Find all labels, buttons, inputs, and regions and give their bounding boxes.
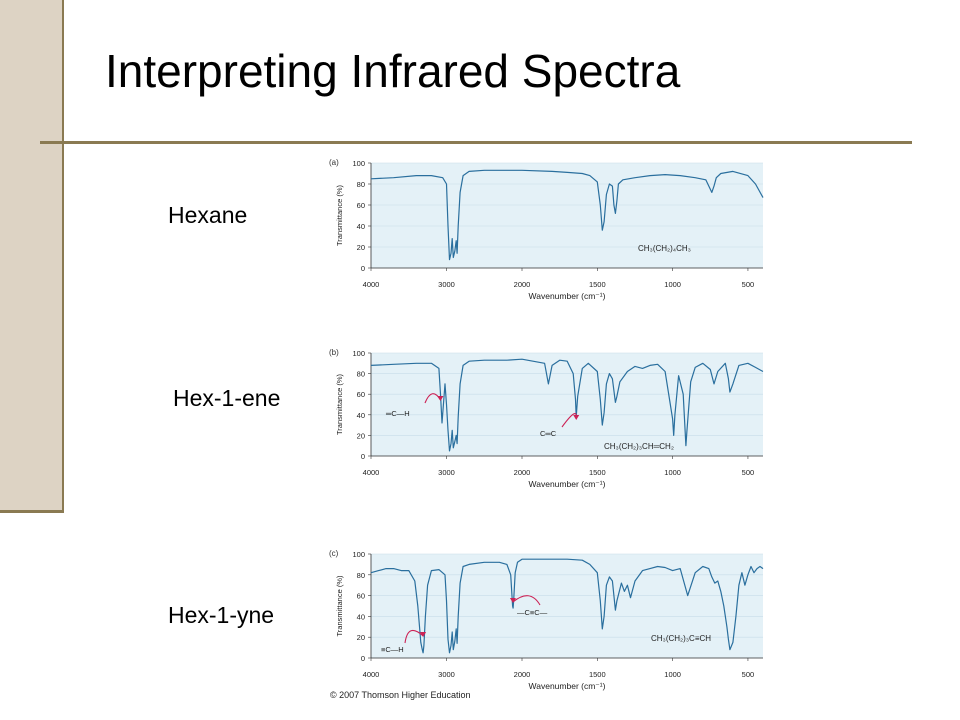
panel-1-panel-label: (a) — [329, 158, 339, 167]
panel-2-y-tick-label: 40 — [357, 411, 365, 420]
panel-3-x-tick-label: 1000 — [664, 670, 681, 679]
panel-1-y-tick-label: 20 — [357, 243, 365, 252]
panel-3-y-tick-label: 0 — [361, 654, 365, 663]
panel-1-x-tick-label: 500 — [742, 280, 755, 289]
panel-3-panel-label: (c) — [329, 549, 339, 558]
panel-2-x-tick-label: 1500 — [589, 468, 606, 477]
panel-3-y-axis-title: Transmittance (%) — [335, 575, 344, 636]
panel-2-y-tick-label: 80 — [357, 370, 365, 379]
panel-1-plot-area — [371, 163, 763, 268]
arrow-c-triple-c — [512, 595, 541, 606]
title-divider — [40, 141, 912, 144]
panel-1-x-tick-label: 1000 — [664, 280, 681, 289]
structure-c-triple-c: —C≡C— — [517, 608, 548, 617]
arrow-alkyne-c-h — [404, 629, 424, 644]
panel-2-panel-label: (b) — [329, 348, 339, 357]
panel-1-y-tick-label: 100 — [352, 159, 365, 168]
panel-2-plot-area — [371, 353, 763, 456]
left-accent-rule — [0, 510, 64, 513]
panel-3-y-tick-label: 20 — [357, 633, 365, 642]
panel-1-y-tick-label: 80 — [357, 180, 365, 189]
panel-2-y-axis-title: Transmittance (%) — [335, 374, 344, 435]
panel-3-y-tick-label: 40 — [357, 612, 365, 621]
panel-1-y-axis-title: Transmittance (%) — [335, 185, 344, 246]
panel-2-x-tick-label: 1000 — [664, 468, 681, 477]
left-accent-band — [0, 0, 62, 512]
panel-3-y-tick-label: 60 — [357, 592, 365, 601]
panel-3-x-tick-label: 2000 — [514, 670, 531, 679]
panel-1-y-tick-label: 60 — [357, 201, 365, 210]
panel-3-x-tick-label: 500 — [742, 670, 755, 679]
panel-2-x-tick-label: 500 — [742, 468, 755, 477]
compound-label-hexane: Hexane — [168, 202, 248, 228]
structure-vinyl-c-h: ═C—H — [385, 409, 410, 418]
panel-2-x-tick-label: 2000 — [514, 468, 531, 477]
copyright-notice: © 2007 Thomson Higher Education — [330, 690, 471, 700]
panel-2-y-tick-label: 0 — [361, 452, 365, 461]
panel-1-x-tick-label: 3000 — [438, 280, 455, 289]
panel-3-x-tick-label: 4000 — [363, 670, 380, 679]
panel-2-y-tick-label: 20 — [357, 431, 365, 440]
left-accent-edge — [62, 0, 64, 513]
panel-3-y-tick-label: 80 — [357, 571, 365, 580]
structure-c-double-c: C═C — [540, 429, 557, 438]
panel-1-spectrum-trace — [370, 169, 764, 261]
panel-3-spectrum-trace — [370, 558, 764, 654]
arrowhead-c-double-c — [573, 415, 580, 420]
arrowhead-alkyne-c-h — [420, 632, 427, 637]
panel-1-x-tick-label: 4000 — [363, 280, 380, 289]
panel-3-x-tick-label: 1500 — [589, 670, 606, 679]
panel-1-x-tick-label: 2000 — [514, 280, 531, 289]
compound-label-hexyne: Hex-1-yne — [168, 602, 275, 628]
panel-1-y-tick-label: 0 — [361, 264, 365, 273]
panel-1-x-tick-label: 1500 — [589, 280, 606, 289]
panel-1-formula: CH₃(CH₂)₄CH₃ — [638, 244, 691, 253]
slide-title: Interpreting Infrared Spectra — [105, 45, 681, 97]
panel-2-formula: CH₃(CH₂)₃CH═CH₂ — [604, 442, 674, 451]
panel-2-x-tick-label: 4000 — [363, 468, 380, 477]
panel-2-y-tick-label: 100 — [352, 349, 365, 358]
panel-2-y-tick-label: 60 — [357, 390, 365, 399]
structure-alkyne-c-h: ≡C—H — [381, 645, 404, 654]
compound-label-hexene: Hex-1-ene — [173, 385, 281, 411]
panel-2-x-axis-title: Wavenumber (cm⁻¹) — [529, 479, 606, 489]
panel-2-spectrum-trace — [370, 358, 764, 452]
arrowhead-c-triple-c — [509, 598, 516, 603]
panel-1-x-axis-title: Wavenumber (cm⁻¹) — [529, 291, 606, 301]
panel-3-x-axis-title: Wavenumber (cm⁻¹) — [529, 681, 606, 691]
panel-3-y-tick-label: 100 — [352, 550, 365, 559]
panel-3-formula: CH₃(CH₂)₃C≡CH — [651, 634, 711, 643]
panel-2-x-tick-label: 3000 — [438, 468, 455, 477]
arrowhead-vinyl-c-h — [437, 396, 444, 401]
panel-1-y-tick-label: 40 — [357, 222, 365, 231]
panel-3-x-tick-label: 3000 — [438, 670, 455, 679]
